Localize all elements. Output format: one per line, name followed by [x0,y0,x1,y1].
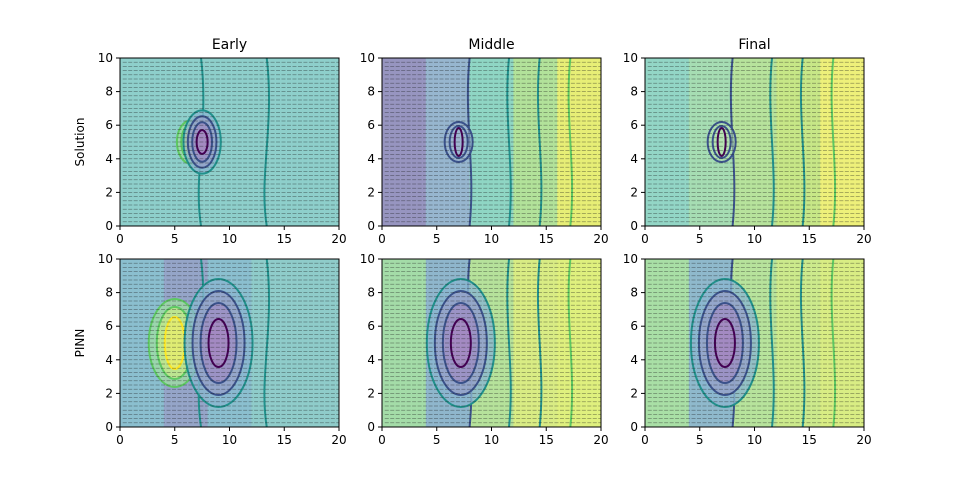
x-tick-label: 20 [593,232,608,246]
y-tick-label: 2 [367,185,375,199]
y-tick-label: 4 [630,152,638,166]
panel-solution-middle: 0 5 10 15 20 0 2 4 6 8 10 [360,51,609,246]
y-tick-label: 10 [623,51,638,65]
y-tick-label: 6 [630,118,638,132]
y-tick-label: 0 [105,219,113,233]
panel-field [382,58,601,226]
y-tick-label: 2 [630,185,638,199]
y-tick-label: 0 [630,219,638,233]
x-tick-label: 15 [539,232,554,246]
x-tick-label: 15 [277,232,292,246]
x-tick-label: 15 [802,232,817,246]
contour-line [263,58,271,226]
x-tick-label: 0 [378,232,386,246]
y-tick-label: 0 [367,219,375,233]
x-tick-label: 5 [433,232,441,246]
contour-line [263,259,271,427]
x-tick-label: 0 [116,232,124,246]
x-tick-label: 20 [856,232,871,246]
panel-field [120,259,339,427]
contour-line [830,58,837,226]
y-tick-label: 4 [367,152,375,166]
y-tick-label: 2 [105,185,113,199]
x-tick-label: 20 [331,232,346,246]
quiver-arrows [122,262,339,424]
panel-solution-early: 0 5 10 15 20 0 2 4 6 8 10 [98,51,347,246]
panel-field [120,58,339,226]
quiver-arrows [384,61,601,223]
quiver-arrows [122,61,339,223]
panels-group: 0 5 10 15 20 0 2 4 6 8 10 0 5 10 15 20 0 2 4 6 8 10 0 5 10 15 20 0 2… [98,51,872,447]
y-tick-label: 10 [98,51,113,65]
y-tick-label: 6 [367,118,375,132]
x-tick-label: 10 [222,232,237,246]
x-tick-label: 5 [171,232,179,246]
panel-solution-final: 0 5 10 15 20 0 2 4 6 8 10 [623,51,872,246]
y-tick-label: 4 [105,152,113,166]
x-tick-label: 0 [641,232,649,246]
y-tick-label: 8 [367,85,375,99]
y-tick-label: 8 [105,85,113,99]
x-tick-label: 5 [696,232,704,246]
panel-field [645,58,864,226]
x-tick-label: 10 [484,232,499,246]
y-tick-label: 10 [360,51,375,65]
y-tick-label: 8 [630,85,638,99]
y-tick-label: 6 [105,118,113,132]
x-tick-label: 10 [747,232,762,246]
contour-line [567,58,574,226]
quiver-arrows [647,61,864,223]
